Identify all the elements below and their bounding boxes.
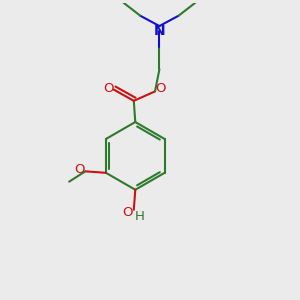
Text: H: H	[135, 210, 145, 223]
Text: O: O	[74, 164, 85, 176]
Text: O: O	[156, 82, 166, 95]
Text: O: O	[123, 206, 133, 219]
Text: O: O	[103, 82, 114, 95]
Text: N: N	[154, 24, 165, 38]
